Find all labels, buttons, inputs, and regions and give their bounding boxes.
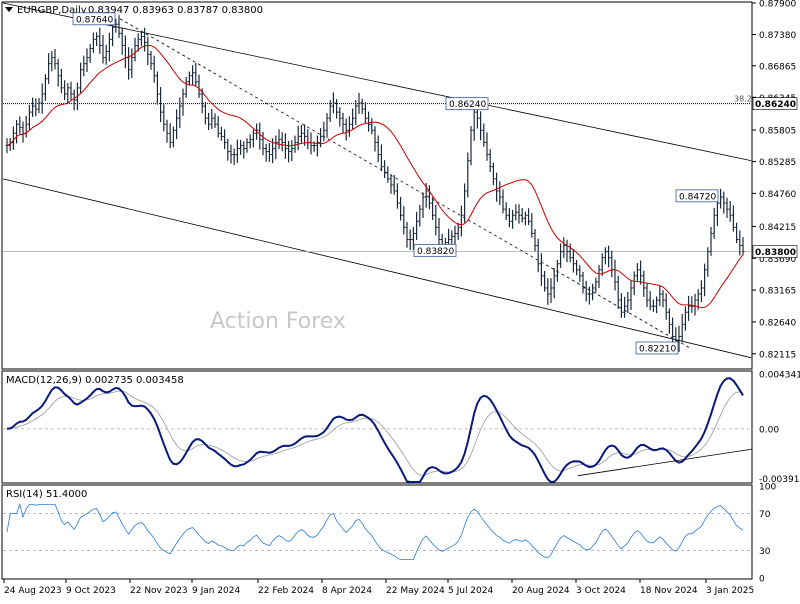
x-tick-label: 9 Oct 2023 [66,586,116,596]
level-axis-label: 0.83800 [755,248,796,258]
price-tick-label: 0.84215 [759,223,796,233]
price-label-box [72,12,116,26]
x-axis: 24 Aug 2023 9 Oct 2023 22 Nov 2023 9 Jan 20… [3,579,754,596]
macd-panel-frame [1,370,753,484]
rsi-tick-label: 100 [759,483,776,493]
macd-tick-label: 0.00 [759,425,779,435]
macd-title: MACD(12,26,9) 0.002735 0.003458 [6,375,184,386]
macd-trend-line [577,448,753,477]
x-tick-label: 3 Jan 2025 [706,586,754,596]
x-tick-label: 22 May 2024 [386,586,445,596]
rsi-layer: 100 70 30 0 [3,483,776,585]
moving-average [6,44,744,309]
rsi-tick-label: 0 [759,575,765,585]
price-tick-label: 0.87380 [759,31,796,41]
price-label-box [635,341,679,355]
level-axis-box [752,97,798,110]
macd-tick-label: 0.004341 [759,371,800,381]
fib-level-note: 38.2 [734,95,752,104]
ohlc-label: 0.83947 0.83963 0.83787 0.83800 [88,5,263,16]
rsi-title: RSI(14) 51.4000 [6,489,87,500]
x-tick-label: 22 Feb 2024 [258,586,314,596]
x-tick-label: 18 Nov 2024 [640,586,698,596]
x-tick-label: 8 Apr 2024 [322,586,372,596]
price-tick-label: 0.82115 [759,350,796,360]
price-label: 0.87640 [76,15,113,25]
price-label-box [413,243,457,257]
macd-line [6,377,744,484]
ma-line [6,44,744,309]
price-label-box [445,97,489,111]
price-tick-label: 0.85805 [759,127,796,137]
rsi-tick-label: 30 [759,547,771,557]
x-tick-label: 5 Jul 2024 [448,586,493,596]
channel-line-lower [2,178,752,359]
watermark: Action Forex [210,309,346,334]
level-axis-box [752,245,798,258]
rsi-tick-label: 70 [759,510,771,520]
channel-line-upper [2,2,752,162]
price-tick-label: 0.87900 [759,0,796,10]
price-label: 0.84720 [679,192,716,202]
x-tick-label: 22 Nov 2023 [130,586,188,596]
dashed-trend-line [119,18,691,349]
ohlc-bars [5,15,745,352]
price-tick-label: 0.83165 [759,287,796,297]
price-labels: 0.87640 0.86240 0.83820 0.84720 0.82210 [72,12,719,355]
level-axis-label: 0.86240 [755,100,796,110]
price-axis: 0.879000.873800.868650.863450.858050.852… [752,0,796,360]
price-tick-label: 0.84760 [759,190,796,200]
x-tick-label: 3 Oct 2024 [576,586,626,596]
price-label: 0.86240 [449,100,486,110]
symbol-label: EURGBP,Daily [17,5,87,16]
x-tick-label: 9 Jan 2024 [192,586,240,596]
price-panel-frame [1,1,753,370]
price-label: 0.83820 [417,247,454,257]
macd-tick-label: -0.003916 [759,475,800,485]
rsi-line [6,503,744,560]
price-tick-label: 0.85285 [759,158,796,168]
dropdown-triangle-icon[interactable] [5,7,13,12]
price-label-box [675,189,719,203]
price-tick-label: 0.82640 [759,318,796,328]
rsi-panel-frame [1,484,753,580]
x-tick-label: 20 Aug 2024 [512,586,570,596]
x-tick-label: 24 Aug 2023 [4,586,62,596]
price-tick-label: 0.86865 [759,62,796,72]
macd-layer: 0.004341 0.00 -0.003916 [3,371,800,485]
macd-signal-line [6,390,744,476]
price-tick-label: 0.83690 [759,255,796,265]
price-label: 0.82210 [639,344,676,354]
